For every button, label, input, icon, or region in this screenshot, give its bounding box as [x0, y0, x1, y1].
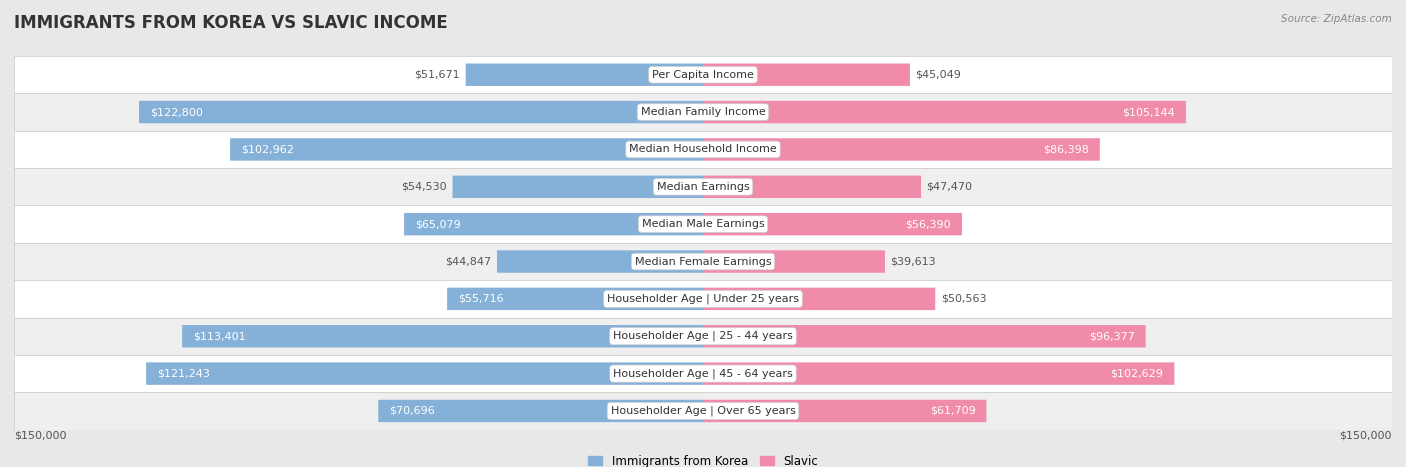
Text: $113,401: $113,401: [193, 331, 246, 341]
Text: $39,613: $39,613: [890, 256, 936, 267]
Text: $54,530: $54,530: [401, 182, 447, 192]
Text: $96,377: $96,377: [1088, 331, 1135, 341]
Text: Householder Age | Over 65 years: Householder Age | Over 65 years: [610, 406, 796, 416]
FancyBboxPatch shape: [703, 400, 987, 422]
Text: $102,629: $102,629: [1111, 368, 1163, 379]
Text: IMMIGRANTS FROM KOREA VS SLAVIC INCOME: IMMIGRANTS FROM KOREA VS SLAVIC INCOME: [14, 14, 447, 32]
Text: $122,800: $122,800: [150, 107, 202, 117]
FancyBboxPatch shape: [378, 400, 703, 422]
FancyBboxPatch shape: [146, 362, 703, 385]
Text: $65,079: $65,079: [415, 219, 461, 229]
FancyBboxPatch shape: [14, 318, 1392, 355]
Text: $86,398: $86,398: [1043, 144, 1088, 155]
Text: Householder Age | 45 - 64 years: Householder Age | 45 - 64 years: [613, 368, 793, 379]
Text: Median Female Earnings: Median Female Earnings: [634, 256, 772, 267]
Text: $56,390: $56,390: [905, 219, 950, 229]
FancyBboxPatch shape: [447, 288, 703, 310]
Text: Source: ZipAtlas.com: Source: ZipAtlas.com: [1281, 14, 1392, 24]
FancyBboxPatch shape: [703, 64, 910, 86]
FancyBboxPatch shape: [703, 325, 1146, 347]
FancyBboxPatch shape: [703, 250, 884, 273]
FancyBboxPatch shape: [14, 392, 1392, 430]
Text: Householder Age | Under 25 years: Householder Age | Under 25 years: [607, 294, 799, 304]
Text: Per Capita Income: Per Capita Income: [652, 70, 754, 80]
Text: $121,243: $121,243: [157, 368, 209, 379]
FancyBboxPatch shape: [14, 280, 1392, 318]
Legend: Immigrants from Korea, Slavic: Immigrants from Korea, Slavic: [583, 450, 823, 467]
FancyBboxPatch shape: [703, 362, 1174, 385]
Text: $105,144: $105,144: [1122, 107, 1175, 117]
Text: Median Family Income: Median Family Income: [641, 107, 765, 117]
Text: $150,000: $150,000: [1340, 431, 1392, 440]
Text: Median Household Income: Median Household Income: [628, 144, 778, 155]
FancyBboxPatch shape: [14, 56, 1392, 93]
FancyBboxPatch shape: [183, 325, 703, 347]
FancyBboxPatch shape: [703, 138, 1099, 161]
Text: $51,671: $51,671: [415, 70, 460, 80]
FancyBboxPatch shape: [465, 64, 703, 86]
Text: $70,696: $70,696: [389, 406, 434, 416]
FancyBboxPatch shape: [231, 138, 703, 161]
Text: $44,847: $44,847: [446, 256, 492, 267]
Text: $47,470: $47,470: [927, 182, 973, 192]
FancyBboxPatch shape: [404, 213, 703, 235]
FancyBboxPatch shape: [14, 243, 1392, 280]
Text: $61,709: $61,709: [929, 406, 976, 416]
FancyBboxPatch shape: [139, 101, 703, 123]
Text: $102,962: $102,962: [240, 144, 294, 155]
FancyBboxPatch shape: [703, 288, 935, 310]
Text: $50,563: $50,563: [941, 294, 986, 304]
FancyBboxPatch shape: [14, 131, 1392, 168]
Text: $150,000: $150,000: [14, 431, 66, 440]
FancyBboxPatch shape: [14, 205, 1392, 243]
FancyBboxPatch shape: [14, 168, 1392, 205]
FancyBboxPatch shape: [703, 213, 962, 235]
Text: Householder Age | 25 - 44 years: Householder Age | 25 - 44 years: [613, 331, 793, 341]
Text: Median Earnings: Median Earnings: [657, 182, 749, 192]
FancyBboxPatch shape: [703, 176, 921, 198]
Text: $55,716: $55,716: [458, 294, 503, 304]
FancyBboxPatch shape: [703, 101, 1185, 123]
FancyBboxPatch shape: [14, 93, 1392, 131]
Text: Median Male Earnings: Median Male Earnings: [641, 219, 765, 229]
Text: $45,049: $45,049: [915, 70, 962, 80]
FancyBboxPatch shape: [453, 176, 703, 198]
FancyBboxPatch shape: [496, 250, 703, 273]
FancyBboxPatch shape: [14, 355, 1392, 392]
